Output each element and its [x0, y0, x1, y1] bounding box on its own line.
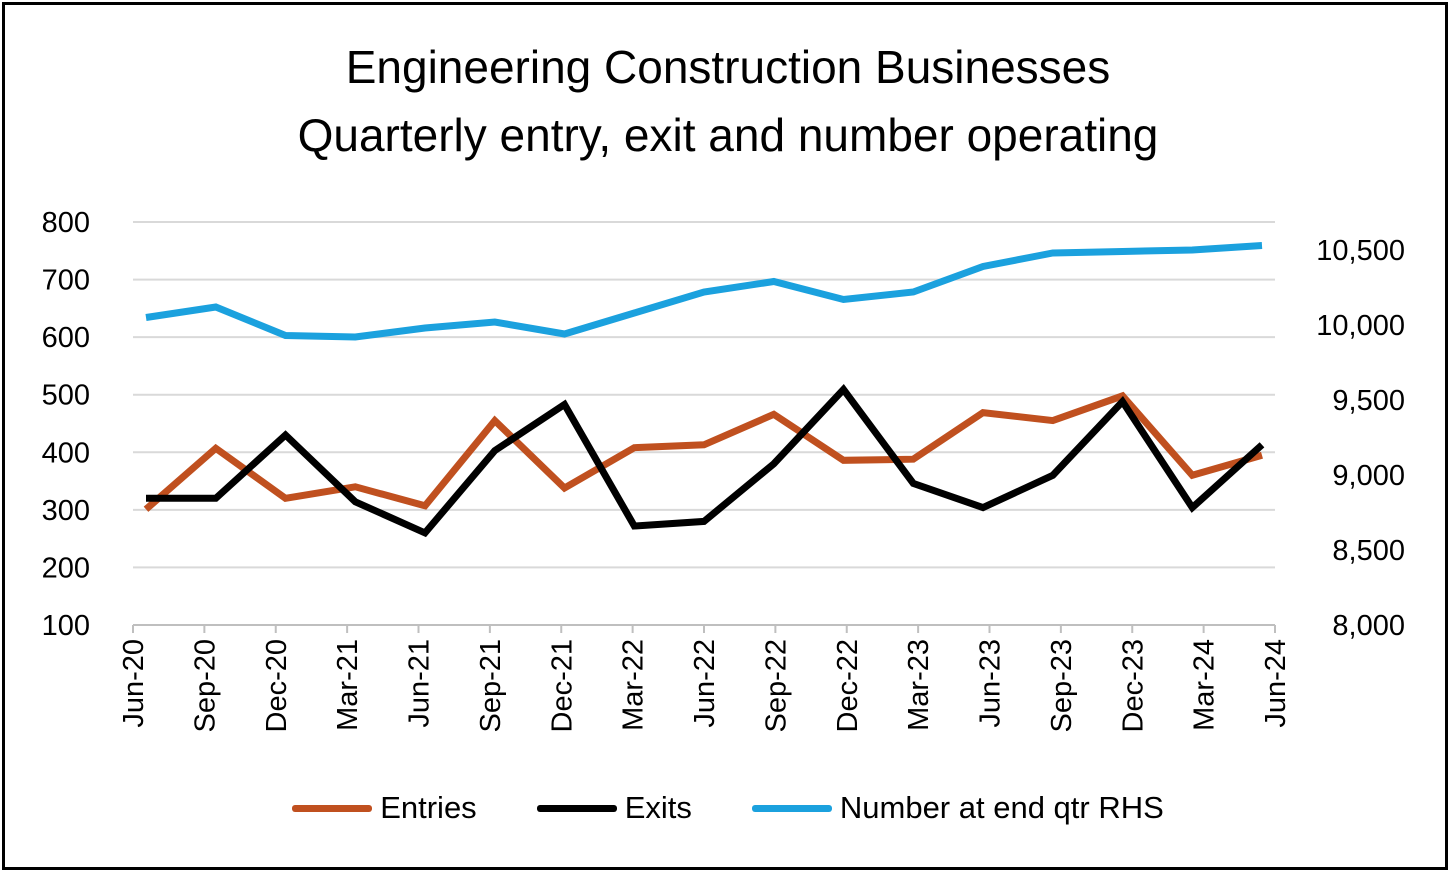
series-line-number-at-end-qtr-rhs — [145, 242, 1263, 341]
x-tick-label: Sep-22 — [760, 639, 792, 733]
series-line-entries — [143, 391, 1263, 512]
x-tick-label: Mar-23 — [903, 639, 935, 731]
x-tick-label: Dec-20 — [261, 639, 293, 733]
series-line-exits — [146, 384, 1265, 538]
x-tick-label: Jun-20 — [118, 639, 150, 728]
y-right-tick-label: 10,500 — [1316, 235, 1405, 267]
x-tick-label: Jun-23 — [975, 639, 1007, 728]
y-left-tick-label: 300 — [42, 495, 90, 527]
y-left-tick-label: 800 — [42, 207, 90, 239]
x-tick-label: Sep-23 — [1046, 639, 1078, 733]
legend: Entries Exits Number at end qtr RHS — [0, 790, 1456, 826]
chart-subtitle: Quarterly entry, exit and number operati… — [297, 109, 1159, 161]
x-tick-label: Dec-22 — [832, 639, 864, 733]
x-tick-label: Sep-21 — [475, 639, 507, 733]
chart-title: Engineering Construction Businesses — [345, 41, 1111, 93]
x-tick-label: Mar-24 — [1189, 639, 1221, 731]
y-left-tick-label: 500 — [42, 380, 90, 412]
legend-label-entries: Entries — [380, 790, 477, 825]
y-left-tick-label: 200 — [42, 552, 90, 584]
y-left-tick-label: 400 — [42, 437, 90, 469]
legend-swatch-exits — [536, 804, 617, 812]
y-left-tick-label: 100 — [42, 610, 90, 642]
y-left-tick-label: 700 — [42, 265, 90, 297]
y-right-tick-label: 8,000 — [1332, 610, 1405, 642]
x-tick-label: Dec-23 — [1117, 639, 1149, 733]
x-tick-label: Jun-22 — [689, 639, 721, 728]
legend-label-exits: Exits — [624, 790, 692, 825]
legend-label-number: Number at end qtr RHS — [839, 790, 1164, 825]
x-tick-label: Jun-21 — [404, 639, 436, 728]
legend-swatch-number — [751, 804, 832, 812]
legend-number: Number at end qtr RHS — [751, 790, 1164, 826]
y-left-tick-label: 600 — [42, 322, 90, 354]
legend-exits: Exits — [536, 790, 692, 826]
x-tick-label: Dec-21 — [546, 639, 578, 733]
y-right-tick-label: 8,500 — [1332, 535, 1405, 567]
x-tick-label: Mar-22 — [618, 639, 650, 731]
legend-entries: Entries — [292, 790, 477, 826]
x-tick-label: Sep-20 — [189, 639, 221, 733]
legend-swatch-entries — [292, 804, 373, 812]
y-right-tick-label: 9,500 — [1332, 385, 1405, 417]
y-right-tick-label: 10,000 — [1316, 310, 1405, 342]
x-tick-label: Jun-24 — [1260, 639, 1292, 728]
y-right-tick-label: 9,000 — [1332, 460, 1405, 492]
x-tick-label: Mar-21 — [332, 639, 364, 731]
